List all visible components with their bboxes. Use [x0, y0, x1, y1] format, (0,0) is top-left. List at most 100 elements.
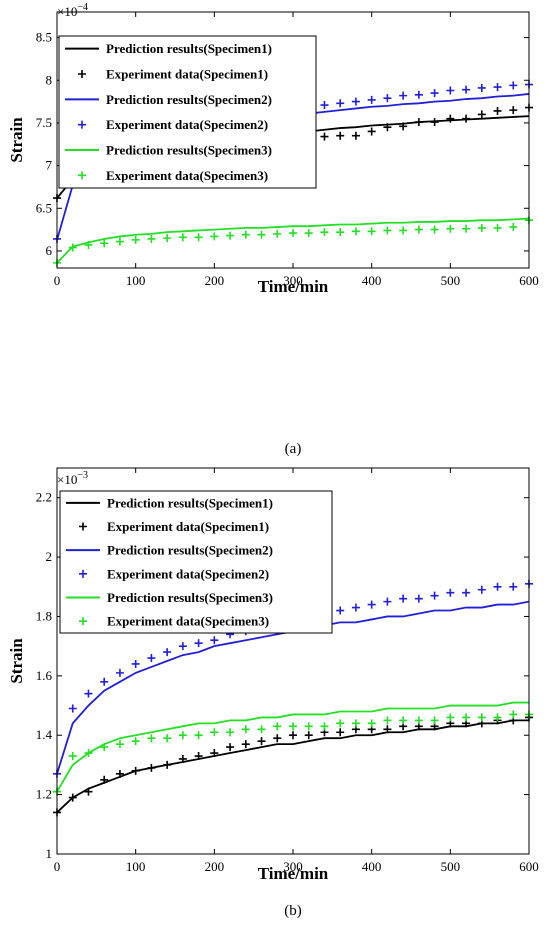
- data-point: [115, 740, 124, 749]
- scale-factor: ×10−3: [57, 470, 88, 487]
- x-tick-label: 400: [362, 273, 382, 288]
- data-point: [477, 713, 486, 722]
- legend-item: Experiment data(Specimen3): [78, 168, 268, 183]
- legend-label: Experiment data(Specimen3): [106, 168, 268, 183]
- x-tick-label: 200: [205, 859, 225, 874]
- data-point: [131, 766, 140, 775]
- data-point: [336, 606, 345, 615]
- x-tick-label: 400: [362, 859, 382, 874]
- x-tick-label: 500: [441, 273, 461, 288]
- data-point: [336, 719, 345, 728]
- data-point: [147, 763, 156, 772]
- x-tick-label: 200: [205, 273, 225, 288]
- x-tick-label: 600: [519, 859, 539, 874]
- data-point: [115, 237, 124, 246]
- data-point: [462, 713, 471, 722]
- series-6: [53, 710, 533, 796]
- data-point: [414, 716, 423, 725]
- data-point: [351, 227, 360, 236]
- x-tick-label: 500: [441, 859, 461, 874]
- legend-label: Prediction results(Specimen2): [107, 543, 273, 558]
- data-point: [226, 743, 235, 752]
- legend-label: Experiment data(Specimen1): [106, 67, 268, 82]
- data-point: [477, 83, 486, 92]
- series-line: [56, 701, 529, 793]
- data-point: [304, 731, 313, 740]
- scale-base: ×10: [57, 472, 77, 487]
- legend-item: Experiment data(Specimen2): [78, 117, 268, 132]
- data-point: [383, 725, 392, 734]
- data-point: [147, 654, 156, 663]
- legend-label: Prediction results(Specimen2): [106, 92, 272, 107]
- data-point: [210, 636, 219, 645]
- legend-label: Experiment data(Specimen2): [106, 117, 268, 132]
- figure-caption: (b): [284, 903, 302, 919]
- legend-marker-swatch: [78, 120, 86, 129]
- data-point: [241, 725, 250, 734]
- y-tick-label: 7.5: [36, 115, 52, 130]
- legend: Prediction results(Specimen1) Experiment …: [59, 490, 333, 634]
- legend: Prediction results(Specimen1) Experiment …: [58, 35, 317, 189]
- data-point: [446, 713, 455, 722]
- legend-label: Experiment data(Specimen1): [107, 519, 269, 534]
- data-point: [84, 787, 93, 796]
- legend-item: Prediction results(Specimen3): [66, 590, 273, 605]
- data-point: [304, 722, 313, 731]
- data-point: [446, 114, 455, 123]
- data-point: [257, 737, 266, 746]
- data-point: [163, 234, 172, 243]
- data-point: [100, 677, 109, 686]
- data-point: [289, 722, 297, 731]
- data-point: [68, 704, 77, 713]
- data-point: [273, 229, 282, 238]
- data-point: [84, 689, 93, 698]
- data-point: [84, 240, 93, 249]
- data-point: [383, 226, 392, 235]
- chart-panel-2: 0 100 200 300 400 500 600 1 1.2 1.4 1.6 1.8 2 2.2 ×10−…: [7, 467, 539, 919]
- data-point: [226, 728, 235, 737]
- legend-marker-swatch: [79, 522, 87, 531]
- data-point: [178, 233, 187, 242]
- data-point: [351, 97, 360, 106]
- y-tick-label: 2: [46, 549, 53, 564]
- legend-box: [59, 490, 333, 634]
- data-point: [414, 118, 423, 127]
- data-point: [493, 582, 502, 591]
- data-point: [163, 734, 172, 743]
- data-point: [462, 114, 471, 123]
- legend-item: Prediction results(Specimen2): [65, 92, 272, 107]
- data-point: [493, 106, 502, 115]
- data-point: [399, 122, 408, 131]
- data-point: [289, 229, 297, 238]
- x-tick-label: 300: [283, 273, 303, 288]
- legend-label: Prediction results(Specimen3): [107, 590, 273, 605]
- data-point: [430, 591, 439, 600]
- data-point: [336, 228, 345, 237]
- data-point: [336, 131, 345, 140]
- x-tick-label: 100: [126, 859, 146, 874]
- data-point: [493, 223, 502, 232]
- y-tick-label: 6.5: [36, 200, 52, 215]
- y-tick-label: 2.2: [36, 490, 52, 505]
- data-point: [178, 642, 187, 651]
- data-point: [446, 224, 455, 233]
- data-point: [147, 234, 156, 243]
- data-point: [210, 728, 219, 737]
- legend-label: Prediction results(Specimen1): [107, 495, 273, 510]
- legend-item: Prediction results(Specimen1): [65, 41, 272, 56]
- data-point: [194, 731, 203, 740]
- data-point: [477, 223, 486, 232]
- data-point: [68, 793, 77, 802]
- data-point: [273, 722, 282, 731]
- data-point: [84, 749, 93, 758]
- legend-marker-swatch: [79, 569, 87, 578]
- y-tick-label: 6: [46, 243, 53, 258]
- y-tick-label: 1.2: [36, 787, 52, 802]
- data-point: [399, 594, 408, 603]
- data-point: [399, 91, 408, 100]
- data-point: [100, 239, 109, 248]
- data-point: [194, 752, 203, 761]
- data-point: [367, 95, 376, 104]
- y-tick-label: 1.4: [36, 727, 53, 742]
